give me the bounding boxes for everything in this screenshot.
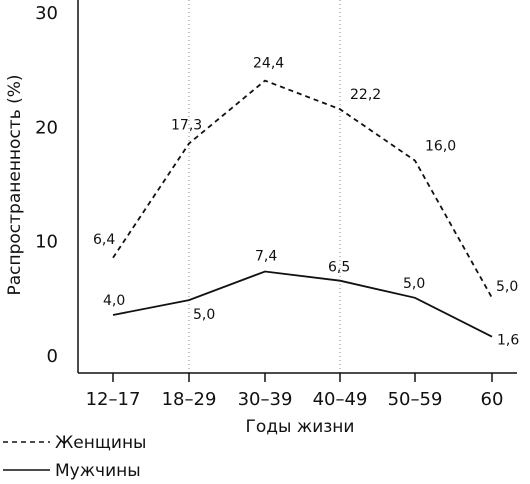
data-label-men-6: 1,6 [497, 333, 519, 349]
series-line-men [112, 270, 493, 338]
data-label-men-4: 6,5 [328, 260, 350, 276]
x-axis-title: Годы жизни [246, 417, 355, 437]
legend-label-men: Мужчины [55, 461, 141, 481]
x-tick-label-3: 30–39 [238, 389, 293, 410]
x-tick-label-2: 18–29 [162, 389, 217, 410]
y-tick-label-30: 30 [35, 3, 58, 24]
data-label-men-5: 5,0 [403, 276, 425, 292]
y-tick-label-0: 0 [47, 346, 58, 367]
x-tick-label-4: 40–49 [313, 389, 368, 410]
series [112, 79, 493, 338]
x-tick-label-5: 50–59 [388, 389, 443, 410]
data-label-women-4: 22,2 [350, 87, 381, 103]
y-ticks: 0 10 20 30 [35, 3, 58, 367]
data-label-men-2: 5,0 [193, 307, 215, 323]
data-label-women-1: 6,4 [93, 232, 115, 248]
data-labels: 6,4 17,3 24,4 22,2 16,0 5,0 4,0 5,0 7,4 6,5 5,0 1,6 [93, 56, 519, 349]
data-label-women-3: 24,4 [253, 56, 284, 72]
x-ticks: 12–17 18–29 30–39 40–49 50–59 60 [86, 373, 504, 410]
series-line-women [112, 79, 493, 299]
axes [77, 0, 517, 374]
legend-label-women: Женщины [55, 433, 146, 453]
x-tick-label-1: 12–17 [86, 389, 141, 410]
legend: Женщины Мужчины [3, 433, 146, 481]
y-axis-title: Распространенность (%) [5, 74, 25, 295]
data-label-women-2: 17,3 [171, 117, 202, 133]
x-tick-label-6: 60 [481, 389, 504, 410]
data-label-men-3: 7,4 [255, 249, 277, 265]
y-tick-label-10: 10 [35, 232, 58, 253]
data-label-women-5: 16,0 [425, 139, 456, 155]
data-label-men-1: 4,0 [103, 293, 125, 309]
y-tick-label-20: 20 [35, 117, 58, 138]
data-label-women-6: 5,0 [496, 279, 518, 295]
